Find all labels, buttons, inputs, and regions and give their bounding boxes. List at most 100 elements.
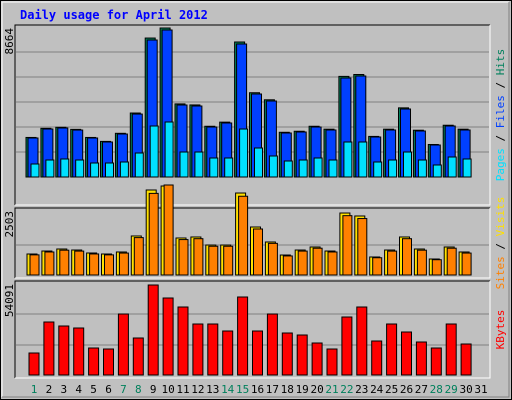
bar <box>60 158 70 178</box>
x-tick-label: 7 <box>120 383 127 396</box>
bar <box>44 251 55 276</box>
bar <box>327 251 338 276</box>
y-tick-label: 54091 <box>3 284 16 317</box>
bar <box>281 332 293 376</box>
bar <box>134 152 144 178</box>
bar <box>43 321 55 376</box>
x-tick-label: 27 <box>415 383 428 396</box>
bar <box>147 284 159 376</box>
bar <box>372 257 383 276</box>
bar <box>447 156 457 178</box>
bar <box>312 247 323 276</box>
legend: Sites / Visits <box>494 197 507 290</box>
x-tick-label: 16 <box>251 383 264 396</box>
bar <box>194 151 204 178</box>
bar <box>357 218 368 276</box>
x-tick-label: 11 <box>176 383 189 396</box>
x-tick-label: 2 <box>46 383 53 396</box>
bar <box>403 151 412 178</box>
bar <box>224 157 234 178</box>
x-tick-label: 28 <box>430 383 443 396</box>
y-tick-label: 8664 <box>3 28 16 55</box>
bar <box>432 164 442 178</box>
bar <box>371 340 383 376</box>
bar <box>311 342 323 376</box>
bar <box>88 347 100 376</box>
x-tick-label: 21 <box>325 383 338 396</box>
legend-entry: Visits <box>494 197 507 237</box>
legend-entry: Files <box>494 95 507 128</box>
bar <box>178 239 189 276</box>
chart-title: Daily usage for April 2012 <box>20 8 208 22</box>
legend-entry: Hits <box>494 49 507 76</box>
bar <box>133 237 144 276</box>
bar <box>177 306 189 376</box>
x-tick-label: 24 <box>370 383 384 396</box>
bar <box>207 323 219 376</box>
legend-separator: / <box>494 75 507 95</box>
panel-bevel <box>14 207 490 278</box>
x-tick-label: 17 <box>266 383 279 396</box>
legend-entry: Pages <box>494 148 507 181</box>
bar <box>401 331 412 376</box>
bar <box>118 252 129 276</box>
bar <box>103 348 114 376</box>
panel-bevel <box>15 281 491 379</box>
x-tick-label: 19 <box>296 383 309 396</box>
bar <box>29 254 40 276</box>
bar <box>73 327 85 376</box>
bar <box>192 323 204 376</box>
x-tick-label: 5 <box>90 383 97 396</box>
x-tick-label: 23 <box>355 383 368 396</box>
bar <box>282 255 293 276</box>
bar <box>298 159 308 178</box>
bar <box>28 352 40 376</box>
bar <box>237 296 249 376</box>
bar <box>358 141 368 178</box>
x-tick-label: 4 <box>75 383 82 396</box>
bar <box>149 125 159 178</box>
bar <box>431 259 442 276</box>
bar <box>268 155 278 178</box>
legend-entry: Sites <box>494 256 507 289</box>
x-tick-label: 3 <box>60 383 67 396</box>
bar <box>446 247 457 276</box>
x-tick-label: 6 <box>105 383 112 396</box>
bar <box>296 334 308 376</box>
bar <box>208 245 219 276</box>
legend-entry: KBytes <box>494 310 507 350</box>
bar <box>252 330 263 376</box>
legend-separator: / <box>494 236 507 256</box>
x-tick-label: 10 <box>161 383 174 396</box>
bar <box>445 323 457 376</box>
x-tick-label: 31 <box>474 383 487 396</box>
x-tick-label: 25 <box>385 383 398 396</box>
x-tick-label: 9 <box>150 383 157 396</box>
bar <box>163 184 174 276</box>
legend: Pages / Files / Hits <box>494 49 507 182</box>
bar <box>283 160 293 178</box>
bar <box>148 192 159 276</box>
bar <box>117 313 129 376</box>
bar <box>104 254 114 276</box>
bar <box>75 159 85 178</box>
bar <box>343 141 353 178</box>
bar <box>239 128 249 178</box>
bar <box>386 323 398 376</box>
bar <box>89 253 100 276</box>
x-tick-label: 1 <box>31 383 38 396</box>
x-tick-label: 29 <box>445 383 458 396</box>
bar <box>193 238 204 276</box>
x-tick-label: 14 <box>221 383 235 396</box>
bar <box>164 121 174 178</box>
bar <box>417 159 427 178</box>
panel-bevel <box>14 24 490 205</box>
x-tick-label: 18 <box>281 383 294 396</box>
panel-bevel <box>15 208 491 279</box>
bar <box>90 162 100 178</box>
y-tick-label: 2503 <box>3 211 16 238</box>
bar <box>462 158 472 178</box>
bar <box>387 250 398 276</box>
